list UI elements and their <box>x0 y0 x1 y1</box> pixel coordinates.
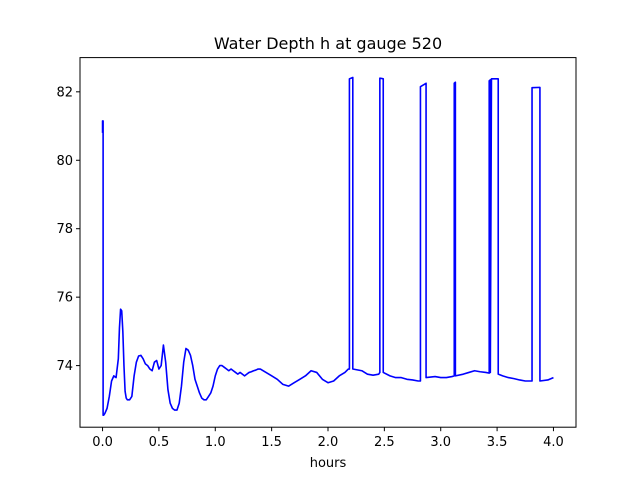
y-tick-label: 76 <box>56 291 73 306</box>
x-tick-label: 2.5 <box>374 435 395 450</box>
x-tick-label: 3.0 <box>430 435 451 450</box>
x-tick-label: 2.0 <box>318 435 339 450</box>
x-tick-label: 0.0 <box>92 435 113 450</box>
y-tick-label: 74 <box>56 359 73 374</box>
x-axis-label: hours <box>310 456 347 471</box>
x-tick-label: 4.0 <box>543 435 564 450</box>
x-tick-label: 3.5 <box>487 435 508 450</box>
y-tick-label: 78 <box>56 222 73 237</box>
chart-title: Water Depth h at gauge 520 <box>214 34 442 53</box>
y-tick-label: 82 <box>56 85 73 100</box>
x-tick-label: 1.0 <box>205 435 226 450</box>
x-axis-ticks: 0.0 0.5 1.0 1.5 2.0 2.5 3.0 3.5 4.0 <box>92 427 564 450</box>
y-axis-ticks: 74 76 78 80 82 <box>56 85 80 374</box>
x-tick-label: 0.5 <box>149 435 170 450</box>
series-line-0 <box>101 76 554 417</box>
x-tick-label: 1.5 <box>261 435 282 450</box>
plot-area <box>101 76 554 417</box>
y-tick-label: 80 <box>56 154 73 169</box>
